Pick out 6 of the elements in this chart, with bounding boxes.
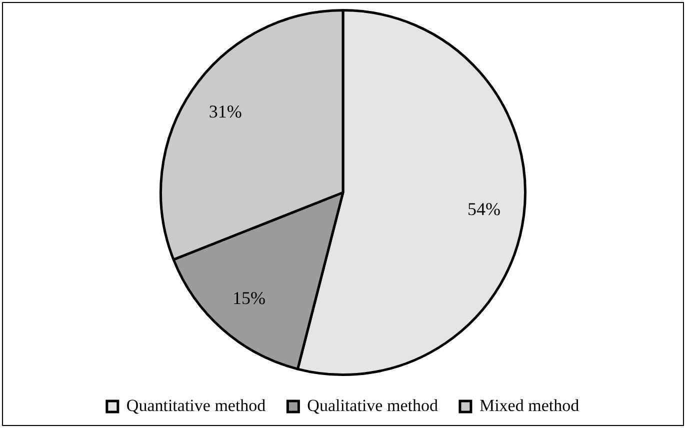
- legend-label: Mixed method: [479, 396, 580, 415]
- data-label: 54%: [468, 199, 501, 220]
- legend-label: Quantitative method: [126, 396, 266, 415]
- data-label: 31%: [208, 101, 242, 122]
- data-label: 15%: [232, 288, 266, 308]
- legend-label: Qualitative method: [307, 396, 438, 415]
